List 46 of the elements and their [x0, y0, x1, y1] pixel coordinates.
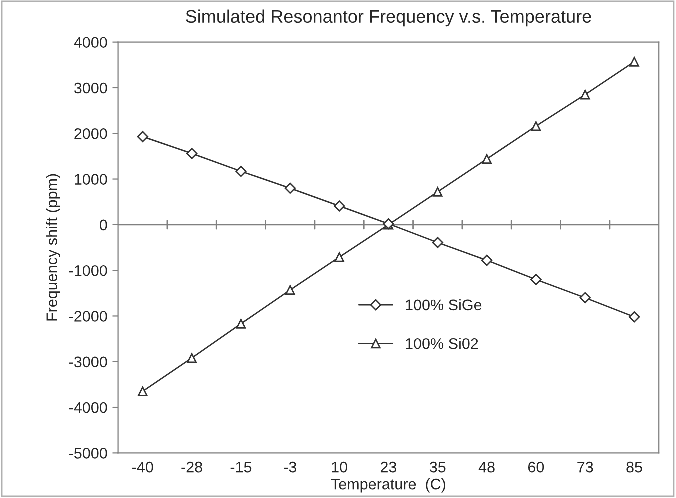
point: [284, 182, 296, 194]
point: [628, 312, 640, 323]
x-tick-label: 48: [478, 462, 495, 473]
y-tick-label: 3000: [74, 82, 108, 94]
y-tick-label: -4000: [69, 402, 108, 414]
point: [530, 274, 542, 286]
point: [580, 292, 591, 304]
x-tick-label: 85: [626, 462, 642, 473]
x-tick-label: -15: [230, 462, 252, 473]
x-tick-label: -28: [182, 462, 202, 473]
point: [138, 386, 148, 396]
point: [433, 187, 443, 197]
chart-title: Simulated Resonantor Frequency v.s. Temperature: [186, 10, 592, 27]
x-axis-title: Temperature (C): [331, 478, 446, 493]
point: [236, 166, 247, 178]
y-tick-label: -3000: [69, 356, 108, 368]
y-tick-label: -1000: [69, 265, 108, 276]
point: [236, 319, 246, 329]
legend-label: 100% SiGe: [406, 299, 482, 311]
y-tick-label: -2000: [69, 311, 108, 322]
point: [630, 57, 640, 67]
x-tick-label: 60: [528, 462, 544, 473]
point: [531, 121, 542, 132]
point: [580, 90, 590, 100]
point: [187, 353, 197, 364]
point: [481, 254, 493, 266]
point: [482, 154, 492, 164]
x-tick-label: -40: [132, 462, 154, 473]
point: [286, 285, 296, 296]
y-tick-label: 0: [100, 220, 108, 231]
y-tick-label: 4000: [74, 37, 108, 48]
x-tick-label: -3: [284, 462, 296, 473]
point: [186, 148, 198, 160]
legend-label: 100% Si02: [406, 338, 478, 350]
x-tick-label: 10: [332, 462, 348, 473]
point: [137, 131, 148, 142]
x-tick-label: 35: [430, 462, 446, 473]
point: [334, 252, 344, 262]
y-tick-label: 1000: [75, 174, 108, 185]
point: [334, 200, 346, 212]
y-axis-title: Frequency shift (ppm): [46, 174, 60, 321]
point: [432, 237, 444, 248]
x-tick-label: 73: [578, 462, 594, 473]
y-tick-label: -5000: [69, 448, 108, 459]
x-tick-label: 23: [380, 462, 397, 473]
y-tick-label: 2000: [74, 128, 108, 140]
